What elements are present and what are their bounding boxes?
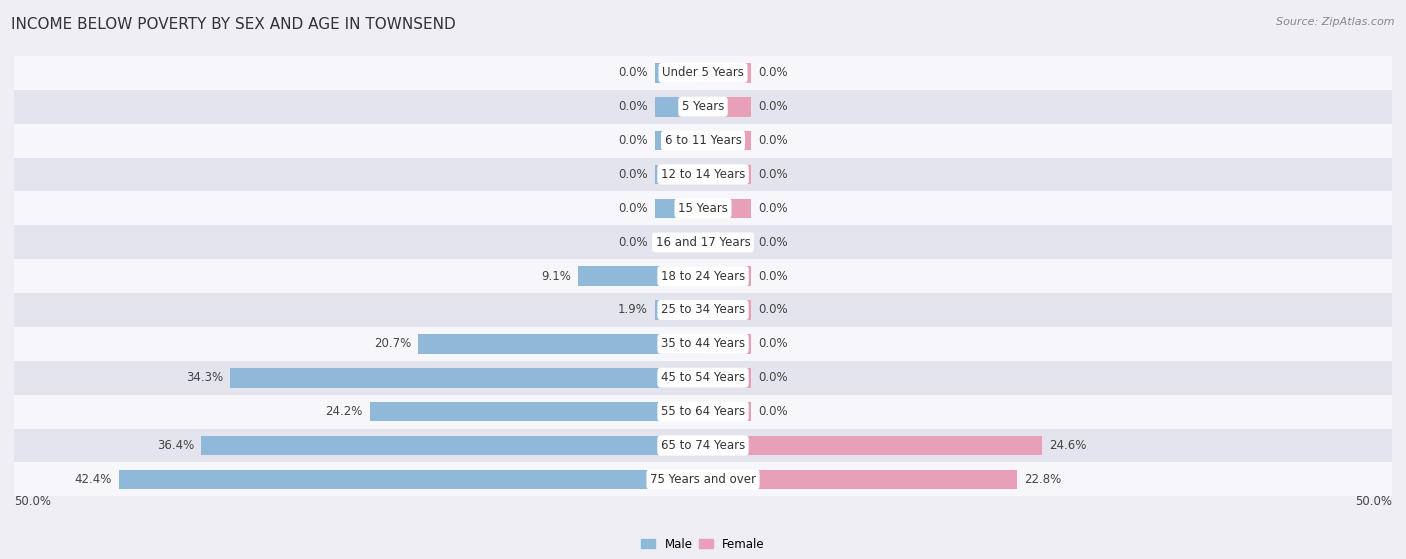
Bar bbox=[14, 395, 1392, 429]
Text: 0.0%: 0.0% bbox=[758, 100, 787, 113]
Text: 50.0%: 50.0% bbox=[14, 495, 51, 508]
Bar bbox=[14, 225, 1392, 259]
Text: 55 to 64 Years: 55 to 64 Years bbox=[661, 405, 745, 418]
Text: 20.7%: 20.7% bbox=[374, 338, 411, 350]
Bar bbox=[703, 63, 751, 83]
Bar bbox=[655, 233, 703, 252]
Bar bbox=[14, 293, 1392, 327]
Bar bbox=[703, 402, 751, 421]
Bar bbox=[655, 165, 703, 184]
Text: 0.0%: 0.0% bbox=[619, 134, 648, 147]
Text: 16 and 17 Years: 16 and 17 Years bbox=[655, 236, 751, 249]
Bar bbox=[231, 368, 703, 387]
Bar bbox=[118, 470, 703, 489]
Bar bbox=[14, 327, 1392, 361]
Text: 0.0%: 0.0% bbox=[758, 134, 787, 147]
Bar bbox=[14, 56, 1392, 90]
Text: 36.4%: 36.4% bbox=[157, 439, 194, 452]
Bar bbox=[578, 266, 703, 286]
Text: 6 to 11 Years: 6 to 11 Years bbox=[665, 134, 741, 147]
Bar bbox=[14, 158, 1392, 191]
Text: Source: ZipAtlas.com: Source: ZipAtlas.com bbox=[1277, 17, 1395, 27]
Bar bbox=[703, 334, 751, 354]
Text: 0.0%: 0.0% bbox=[758, 304, 787, 316]
Text: 0.0%: 0.0% bbox=[619, 202, 648, 215]
Text: 12 to 14 Years: 12 to 14 Years bbox=[661, 168, 745, 181]
Text: 0.0%: 0.0% bbox=[619, 168, 648, 181]
Bar bbox=[655, 131, 703, 150]
Bar bbox=[703, 368, 751, 387]
Bar bbox=[14, 361, 1392, 395]
Bar bbox=[703, 97, 751, 116]
Bar bbox=[655, 300, 703, 320]
Bar bbox=[418, 334, 703, 354]
Text: INCOME BELOW POVERTY BY SEX AND AGE IN TOWNSEND: INCOME BELOW POVERTY BY SEX AND AGE IN T… bbox=[11, 17, 456, 32]
Text: 42.4%: 42.4% bbox=[75, 473, 112, 486]
Bar bbox=[370, 402, 703, 421]
Text: 1.9%: 1.9% bbox=[619, 304, 648, 316]
Text: 15 Years: 15 Years bbox=[678, 202, 728, 215]
Bar bbox=[703, 266, 751, 286]
Text: 0.0%: 0.0% bbox=[758, 269, 787, 283]
Text: 35 to 44 Years: 35 to 44 Years bbox=[661, 338, 745, 350]
Text: 0.0%: 0.0% bbox=[758, 338, 787, 350]
Text: 0.0%: 0.0% bbox=[758, 67, 787, 79]
Bar bbox=[655, 63, 703, 83]
Text: 5 Years: 5 Years bbox=[682, 100, 724, 113]
Bar bbox=[703, 165, 751, 184]
Text: 50.0%: 50.0% bbox=[1355, 495, 1392, 508]
Bar bbox=[703, 470, 1017, 489]
Text: 65 to 74 Years: 65 to 74 Years bbox=[661, 439, 745, 452]
Bar bbox=[14, 429, 1392, 462]
Bar bbox=[201, 435, 703, 456]
Text: Under 5 Years: Under 5 Years bbox=[662, 67, 744, 79]
Text: 24.2%: 24.2% bbox=[325, 405, 363, 418]
Bar bbox=[14, 124, 1392, 158]
Bar bbox=[14, 191, 1392, 225]
Text: 18 to 24 Years: 18 to 24 Years bbox=[661, 269, 745, 283]
Text: 0.0%: 0.0% bbox=[619, 67, 648, 79]
Text: 0.0%: 0.0% bbox=[758, 168, 787, 181]
Bar bbox=[703, 300, 751, 320]
Text: 0.0%: 0.0% bbox=[619, 100, 648, 113]
Text: 0.0%: 0.0% bbox=[758, 202, 787, 215]
Bar bbox=[703, 435, 1042, 456]
Bar bbox=[703, 233, 751, 252]
Bar bbox=[703, 131, 751, 150]
Bar bbox=[655, 97, 703, 116]
Text: 45 to 54 Years: 45 to 54 Years bbox=[661, 371, 745, 384]
Text: 22.8%: 22.8% bbox=[1024, 473, 1062, 486]
Legend: Male, Female: Male, Female bbox=[637, 533, 769, 555]
Text: 34.3%: 34.3% bbox=[187, 371, 224, 384]
Text: 25 to 34 Years: 25 to 34 Years bbox=[661, 304, 745, 316]
Bar bbox=[14, 462, 1392, 496]
Text: 0.0%: 0.0% bbox=[758, 405, 787, 418]
Bar bbox=[655, 198, 703, 218]
Text: 24.6%: 24.6% bbox=[1049, 439, 1087, 452]
Bar bbox=[14, 90, 1392, 124]
Text: 9.1%: 9.1% bbox=[541, 269, 571, 283]
Text: 75 Years and over: 75 Years and over bbox=[650, 473, 756, 486]
Text: 0.0%: 0.0% bbox=[758, 236, 787, 249]
Text: 0.0%: 0.0% bbox=[758, 371, 787, 384]
Text: 0.0%: 0.0% bbox=[619, 236, 648, 249]
Bar bbox=[14, 259, 1392, 293]
Bar bbox=[703, 198, 751, 218]
